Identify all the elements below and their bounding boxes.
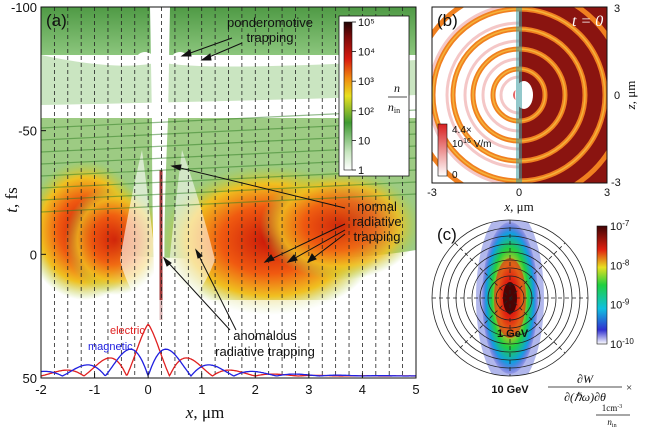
annotation-ponderomotive-1: ponderomotive <box>227 15 313 30</box>
panel-a-y-ticks: -100 -50 0 50 <box>11 0 46 386</box>
panel-b-frame <box>431 6 608 184</box>
colorbar-label-den-sub: in <box>394 106 400 115</box>
ring-label-1gev: 1 GeV <box>497 328 529 340</box>
ring-label-10gev: 10 GeV <box>491 384 529 396</box>
annotation-normal-2: radiative <box>352 214 401 229</box>
panel-b-ztick: 0 <box>614 90 620 102</box>
panel-a-ylabel-var: t <box>2 207 21 213</box>
panel-a-xlabel-unit: , μm <box>193 403 224 422</box>
polar-colorbar-tick-label: 10-10 <box>610 337 634 351</box>
panel-b-cb-label-2: 1016 V/m <box>452 138 491 150</box>
panel-a-label: (a) <box>46 11 67 30</box>
annotation-anomalous-1: anomalous <box>233 328 297 343</box>
y-tick-label: 0 <box>30 247 37 262</box>
panel-b-zlabel: z, μm <box>623 81 638 111</box>
panel-b-label: (b) <box>437 11 458 30</box>
polar-colorbar-tick-label: 10-7 <box>610 219 630 233</box>
colorbar-label-num: n <box>394 81 400 95</box>
colorbar-tick-label: 1 <box>358 165 364 177</box>
y-tick-label: -50 <box>18 124 37 139</box>
panel-b-xtick: -3 <box>427 187 437 199</box>
panel-a-annotations: ponderomotive trapping normal radiative … <box>88 15 402 359</box>
panel-b: (b) t = 0 4.4× 1016 V/m 0 -3 0 3 3 0 -3 … <box>427 3 638 214</box>
colorbar-tick-label: 10³ <box>358 76 374 88</box>
panel-b-xlabel-unit: , μm <box>510 199 534 214</box>
panel-a-xlabel-var: x <box>185 403 194 422</box>
panel-b-zlabel-var: z <box>623 104 638 110</box>
panel-b-ztick: -3 <box>611 177 621 189</box>
panel-b-ticks: -3 0 3 3 0 -3 <box>427 3 621 199</box>
colorbar-tick-label: 10⁴ <box>358 47 375 59</box>
panel-a-ylabel: t, fs <box>2 187 21 213</box>
x-tick-label: 4 <box>359 382 366 397</box>
panel-b-colorbar <box>437 123 448 177</box>
x-tick-label: 1 <box>198 382 205 397</box>
annotation-ponderomotive-2: trapping <box>247 30 294 45</box>
panel-a-ylabel-unit: , fs <box>2 187 21 208</box>
colorbar-tick-label: 10⁵ <box>358 17 375 29</box>
colorbar-tick-label: 10² <box>358 106 374 118</box>
formula-times: × <box>626 382 632 394</box>
panel-a-colorbar <box>343 21 353 171</box>
panel-a: (a) -2 -1 0 1 2 3 4 5 x, μm -100 -50 0 50 t, fs po… <box>2 0 420 422</box>
dashed-guide-lines <box>53 7 404 378</box>
panel-b-xtick: 0 <box>516 187 522 199</box>
x-tick-label: 0 <box>145 382 152 397</box>
panel-b-cb-exp: 16 <box>463 138 471 145</box>
label-electric: electric <box>110 325 145 337</box>
panel-b-cb-base: 10 <box>452 139 464 150</box>
panel-b-xlabel-var: x <box>503 199 510 214</box>
colorbar-label-den: nin <box>388 100 400 115</box>
panel-c-colorbar-ticks: 10-7 10-8 10-9 10-10 <box>610 219 634 351</box>
panel-a-frame <box>40 6 417 379</box>
panel-b-cb-label-1: 4.4× <box>452 125 472 136</box>
panel-b-zlabel-unit: , μm <box>623 81 638 105</box>
panel-c: (c) 1 GeV 10 GeV 10-7 10-8 10-9 10-10 <box>431 219 634 404</box>
annotation-arrows <box>162 37 346 331</box>
annotation-anomalous-2: radiative trapping <box>215 344 315 359</box>
x-tick-label: -1 <box>89 382 101 397</box>
x-tick-label: 3 <box>305 382 312 397</box>
colorbar-label-den-n: n <box>388 100 394 114</box>
panel-b-field-map <box>432 7 607 183</box>
polar-colorbar-tick-label: 10-8 <box>610 258 630 272</box>
y-tick-label: 50 <box>23 371 37 386</box>
formula-numerator: ∂W <box>577 372 594 386</box>
x-tick-label: 5 <box>412 382 419 397</box>
panel-b-time-label: t = 0 <box>572 13 603 30</box>
panel-a-xlabel: x, μm <box>185 403 224 422</box>
annotation-normal-3: trapping <box>354 229 401 244</box>
panel-a-x-ticks: -2 -1 0 1 2 3 4 5 <box>35 373 420 397</box>
label-magnetic: magnetic <box>88 341 133 353</box>
panel-b-cb-zero: 0 <box>452 170 458 181</box>
panel-a-colorbar-ticks: 10⁵ 10⁴ 10³ 10² 10 1 <box>352 17 375 177</box>
panel-b-xlabel: x, μm <box>503 199 533 214</box>
magnetic-field-curve <box>41 348 416 378</box>
x-tick-label: 2 <box>252 382 259 397</box>
polar-colorbar-tick-label: 10-9 <box>610 298 630 312</box>
panel-b-ztick: 3 <box>614 3 620 15</box>
panel-b-cb-unit: V/m <box>471 139 492 150</box>
polar-grid <box>431 219 589 377</box>
x-tick-label: -2 <box>35 382 47 397</box>
annotation-normal-1: normal <box>357 199 397 214</box>
panel-b-xtick: 3 <box>604 187 610 199</box>
panel-c-formula: ∂W ∂(ℏω)∂θ × <box>548 372 632 404</box>
panel-c-colorbar <box>596 225 608 345</box>
field-profiles <box>41 323 416 378</box>
panel-c-label: (c) <box>437 225 457 244</box>
formula-denominator: ∂(ℏω)∂θ <box>564 390 606 404</box>
y-tick-label: -100 <box>11 0 37 15</box>
colorbar-tick-label: 10 <box>358 135 370 147</box>
